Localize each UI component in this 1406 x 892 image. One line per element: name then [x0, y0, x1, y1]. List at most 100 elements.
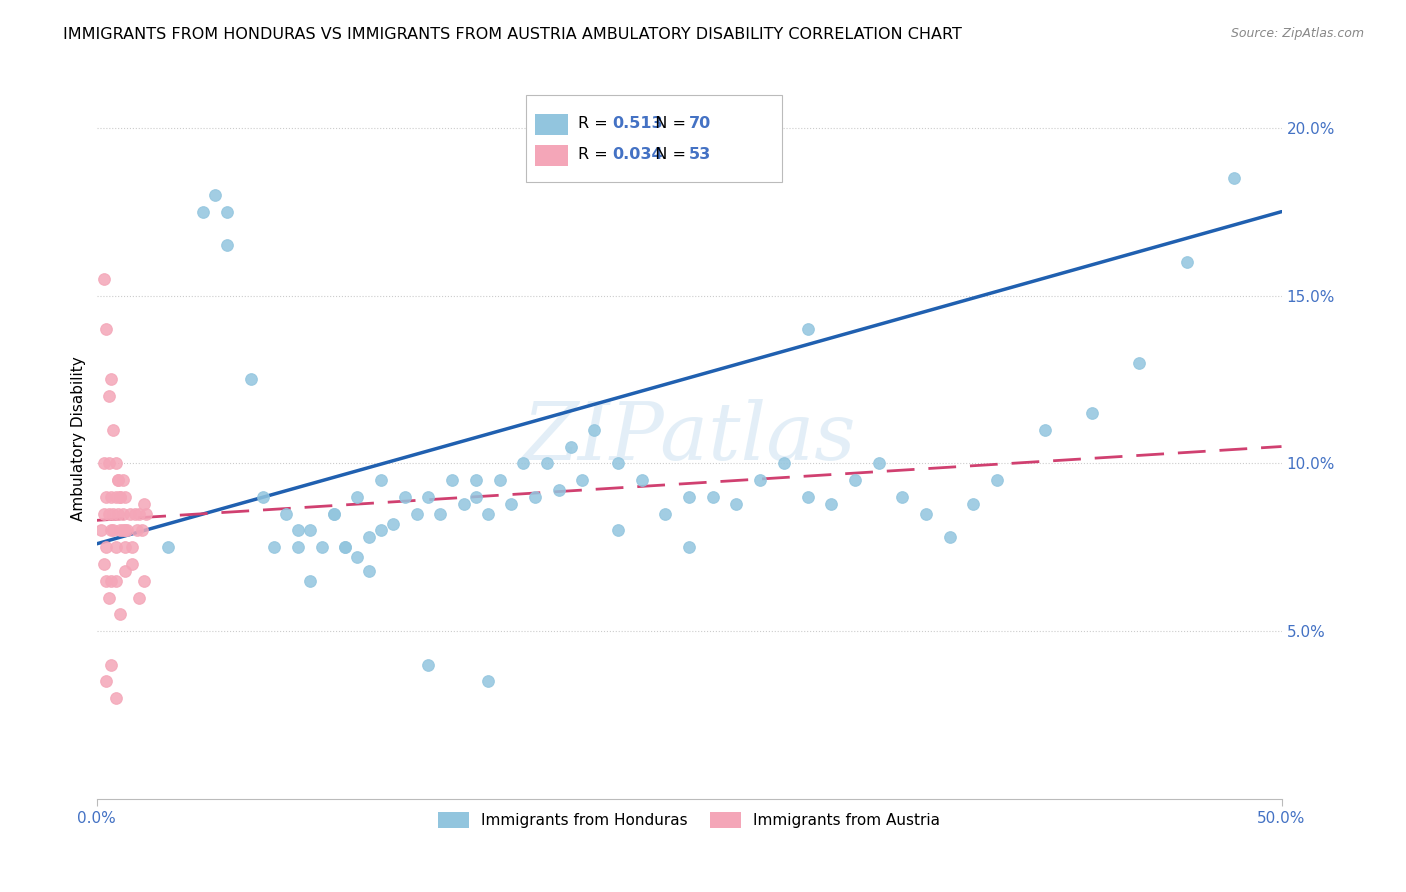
Point [276, 507, 298, 521]
Text: 70: 70 [689, 116, 711, 131]
Point [110, 490, 132, 504]
Point [90, 524, 112, 538]
Point [1081, 406, 1104, 420]
Point [962, 497, 984, 511]
Point [536, 456, 558, 470]
Point [132, 574, 155, 588]
Point [607, 524, 630, 538]
Text: 53: 53 [689, 147, 711, 162]
Point [524, 490, 547, 504]
Point [104, 691, 127, 706]
Point [110, 607, 132, 622]
Point [370, 524, 392, 538]
Point [111, 473, 134, 487]
Point [1128, 356, 1150, 370]
Text: 0.034: 0.034 [612, 147, 662, 162]
Point [678, 490, 700, 504]
Point [110, 490, 132, 504]
Point [418, 657, 440, 672]
Point [418, 490, 440, 504]
Point [114, 540, 136, 554]
Point [654, 507, 676, 521]
Point [678, 540, 700, 554]
Point [100, 524, 122, 538]
Point [131, 524, 153, 538]
Point [441, 473, 464, 487]
Point [322, 507, 344, 521]
Point [607, 456, 630, 470]
Point [100, 657, 122, 672]
FancyBboxPatch shape [536, 113, 568, 136]
Point [464, 490, 486, 504]
Point [796, 322, 818, 336]
Point [193, 204, 215, 219]
Point [204, 187, 226, 202]
Point [132, 497, 155, 511]
Point [135, 507, 157, 521]
Legend: Immigrants from Honduras, Immigrants from Austria: Immigrants from Honduras, Immigrants fro… [432, 806, 946, 835]
Text: Source: ZipAtlas.com: Source: ZipAtlas.com [1230, 27, 1364, 40]
Point [287, 524, 309, 538]
Point [560, 440, 582, 454]
Point [100, 372, 122, 386]
Point [239, 372, 262, 386]
Point [381, 516, 404, 531]
FancyBboxPatch shape [526, 95, 782, 182]
Point [107, 473, 129, 487]
Point [464, 473, 486, 487]
Point [915, 507, 938, 521]
Point [311, 540, 333, 554]
Point [488, 473, 510, 487]
Text: 0.513: 0.513 [612, 116, 662, 131]
Text: R =: R = [578, 147, 613, 162]
Point [117, 524, 139, 538]
Point [97, 389, 120, 403]
Point [796, 490, 818, 504]
Point [114, 490, 136, 504]
Point [93, 456, 115, 470]
Point [110, 524, 132, 538]
Point [501, 497, 523, 511]
Point [298, 524, 321, 538]
Point [547, 483, 569, 497]
Point [215, 204, 238, 219]
Point [263, 540, 285, 554]
Point [97, 507, 120, 521]
Point [114, 524, 136, 538]
Point [215, 238, 238, 252]
Point [477, 674, 499, 689]
Point [103, 524, 125, 538]
Text: ZIPatlas: ZIPatlas [523, 400, 856, 477]
Point [118, 507, 141, 521]
Point [725, 497, 748, 511]
Point [405, 507, 427, 521]
Point [128, 507, 150, 521]
Point [844, 473, 866, 487]
Y-axis label: Ambulatory Disability: Ambulatory Disability [72, 356, 86, 521]
Point [583, 423, 606, 437]
FancyBboxPatch shape [536, 145, 568, 166]
Point [156, 540, 179, 554]
Point [97, 456, 120, 470]
Point [121, 557, 143, 571]
Text: N =: N = [645, 147, 692, 162]
Point [477, 507, 499, 521]
Text: R =: R = [578, 116, 613, 131]
Text: IMMIGRANTS FROM HONDURAS VS IMMIGRANTS FROM AUSTRIA AMBULATORY DISABILITY CORREL: IMMIGRANTS FROM HONDURAS VS IMMIGRANTS F… [63, 27, 962, 42]
Point [94, 322, 117, 336]
Point [125, 524, 148, 538]
Point [939, 530, 962, 544]
Point [370, 473, 392, 487]
Point [359, 564, 381, 578]
Point [571, 473, 593, 487]
Point [512, 456, 534, 470]
Point [298, 574, 321, 588]
Point [124, 507, 146, 521]
Point [1033, 423, 1056, 437]
Point [94, 540, 117, 554]
Point [394, 490, 416, 504]
Point [702, 490, 724, 504]
Point [104, 490, 127, 504]
Point [287, 540, 309, 554]
Point [103, 423, 125, 437]
